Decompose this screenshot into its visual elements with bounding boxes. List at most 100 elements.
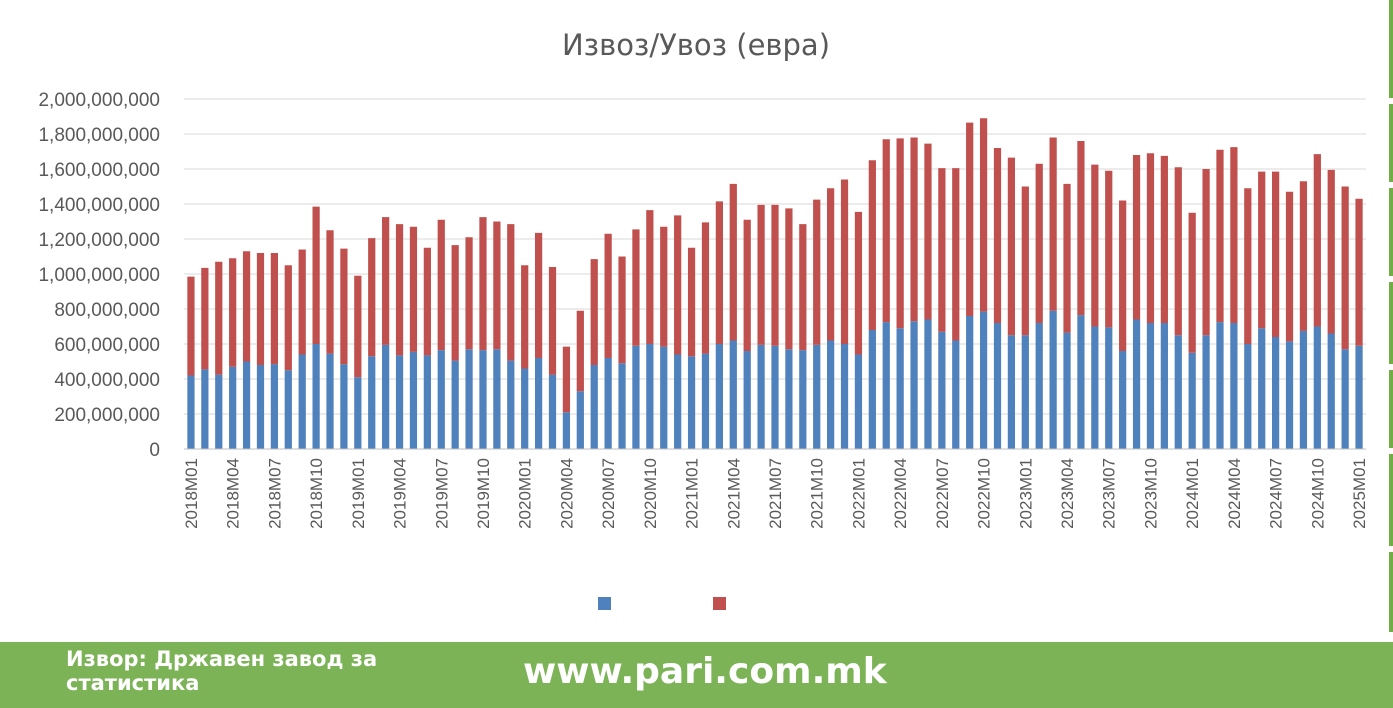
bar-import-2024M11: [1327, 169, 1335, 334]
bar-import-2020M01: [521, 265, 529, 369]
x-tick-label: 2023M07: [1100, 458, 1119, 529]
bar-export-2024M05: [1244, 344, 1252, 449]
bar-import-2022M01: [854, 211, 863, 355]
bar-export-2022M11: [993, 323, 1002, 449]
bar-export-2018M06: [256, 365, 265, 449]
bar-import-2021M12: [840, 179, 849, 344]
x-tick-label: 2022M07: [933, 458, 952, 529]
bar-import-2020M06: [590, 259, 598, 365]
bar-export-2019M02: [368, 356, 376, 449]
bar-import-2021M11: [827, 188, 835, 341]
bar-import-2018M11: [326, 230, 334, 354]
footer-bar: [0, 642, 1393, 708]
x-tick-label: 2018M04: [224, 458, 243, 529]
bar-export-2022M02: [868, 330, 876, 449]
bar-import-2024M08: [1285, 191, 1294, 342]
y-tick-label: 1,200,000,000: [38, 230, 160, 251]
y-tick-label: 1,800,000,000: [38, 125, 160, 146]
bar-import-2019M07: [437, 219, 445, 351]
bar-import-2018M03: [215, 261, 223, 375]
bar-import-2023M04: [1063, 183, 1071, 333]
bar-export-2022M09: [966, 316, 974, 449]
bar-import-2022M06: [924, 143, 932, 320]
bar-import-2023M02: [1035, 163, 1043, 323]
bar-export-2020M05: [576, 391, 584, 449]
x-tick-label: 2023M10: [1141, 458, 1160, 529]
bar-import-2023M05: [1077, 141, 1085, 316]
bar-import-2020M04: [562, 346, 571, 413]
y-tick-label: 400,000,000: [54, 370, 160, 391]
bar-import-2024M04: [1230, 147, 1238, 323]
x-tick-label: 2024M07: [1267, 458, 1286, 529]
bar-import-2020M08: [618, 256, 626, 364]
x-tick-label: 2019M10: [474, 458, 493, 529]
x-tick-label: 2021M04: [724, 458, 743, 529]
bar-import-2018M08: [284, 265, 292, 371]
stacked-bars: [187, 118, 1363, 449]
bar-export-2024M06: [1258, 328, 1266, 449]
x-tick-label: 2024M01: [1183, 458, 1202, 529]
bar-export-2020M08: [618, 363, 626, 449]
bar-export-2019M06: [423, 355, 431, 449]
bar-export-2024M11: [1327, 333, 1335, 449]
bar-export-2024M02: [1202, 335, 1210, 449]
bar-export-2018M04: [229, 366, 237, 449]
x-tick-label: 2018M10: [307, 458, 326, 529]
bar-import-2018M10: [312, 206, 320, 344]
bar-export-2019M03: [382, 344, 390, 449]
x-tick-label: 2021M01: [683, 458, 702, 529]
bar-import-2023M09: [1132, 155, 1141, 320]
bar-import-2021M05: [743, 219, 751, 351]
bar-export-2023M06: [1091, 326, 1099, 449]
bar-import-2024M06: [1258, 171, 1266, 329]
bar-export-2024M01: [1188, 352, 1196, 449]
bar-export-2020M06: [590, 365, 598, 449]
bar-import-2020M05: [576, 310, 584, 392]
bar-export-2019M04: [395, 355, 404, 449]
bar-import-2018M01: [187, 276, 195, 376]
bar-export-2021M01: [687, 356, 696, 449]
x-tick-label: 2019M01: [349, 458, 368, 529]
x-tick-label: 2023M04: [1058, 458, 1077, 529]
x-tick-label: 2018M07: [265, 458, 284, 529]
bar-import-2020M07: [604, 233, 612, 358]
y-tick-label: 0: [149, 440, 160, 461]
bar-export-2018M08: [284, 370, 292, 449]
bar-import-2019M05: [409, 226, 418, 352]
bar-import-2024M03: [1216, 149, 1224, 323]
bar-import-2018M09: [298, 249, 306, 355]
bar-export-2019M08: [451, 360, 459, 449]
bar-export-2022M07: [938, 331, 946, 449]
bar-export-2021M04: [729, 340, 737, 449]
bar-export-2022M05: [910, 321, 918, 449]
bar-export-2022M04: [896, 328, 904, 449]
x-tick-label: 2020M10: [641, 458, 660, 529]
bar-import-2019M01: [354, 275, 362, 378]
bar-import-2018M05: [242, 251, 251, 362]
source-note: Извор: Државен завод за статистика: [66, 647, 378, 695]
bar-import-2020M09: [632, 229, 640, 346]
y-axis-tick-labels: 0 200,000,000 400,000,000 600,000,000 800,00…: [38, 90, 160, 461]
bar-export-2019M01: [354, 377, 362, 449]
bar-export-2022M10: [979, 311, 988, 449]
bar-export-2023M11: [1160, 323, 1168, 449]
x-tick-label: 2018M01: [182, 458, 201, 529]
bar-import-2018M07: [270, 253, 279, 365]
bar-import-2022M03: [882, 139, 890, 323]
bar-import-2022M09: [966, 122, 974, 316]
bar-export-2024M07: [1271, 337, 1280, 449]
bar-import-2019M06: [423, 247, 431, 356]
bar-export-2018M10: [312, 344, 320, 449]
bar-import-2022M02: [868, 160, 876, 330]
right-edge-decoration: [1389, 0, 1393, 640]
bar-import-2022M08: [952, 168, 960, 341]
bar-export-2023M10: [1146, 323, 1155, 449]
bar-export-2019M09: [465, 349, 473, 449]
bar-import-2019M10: [479, 217, 487, 351]
bar-import-2020M10: [646, 210, 654, 344]
x-tick-label: 2020M04: [557, 458, 576, 529]
bar-export-2023M08: [1119, 351, 1127, 449]
bar-export-2021M12: [840, 344, 849, 449]
website-link[interactable]: www.pari.com.mk: [523, 651, 887, 692]
bar-import-2019M11: [493, 221, 501, 350]
